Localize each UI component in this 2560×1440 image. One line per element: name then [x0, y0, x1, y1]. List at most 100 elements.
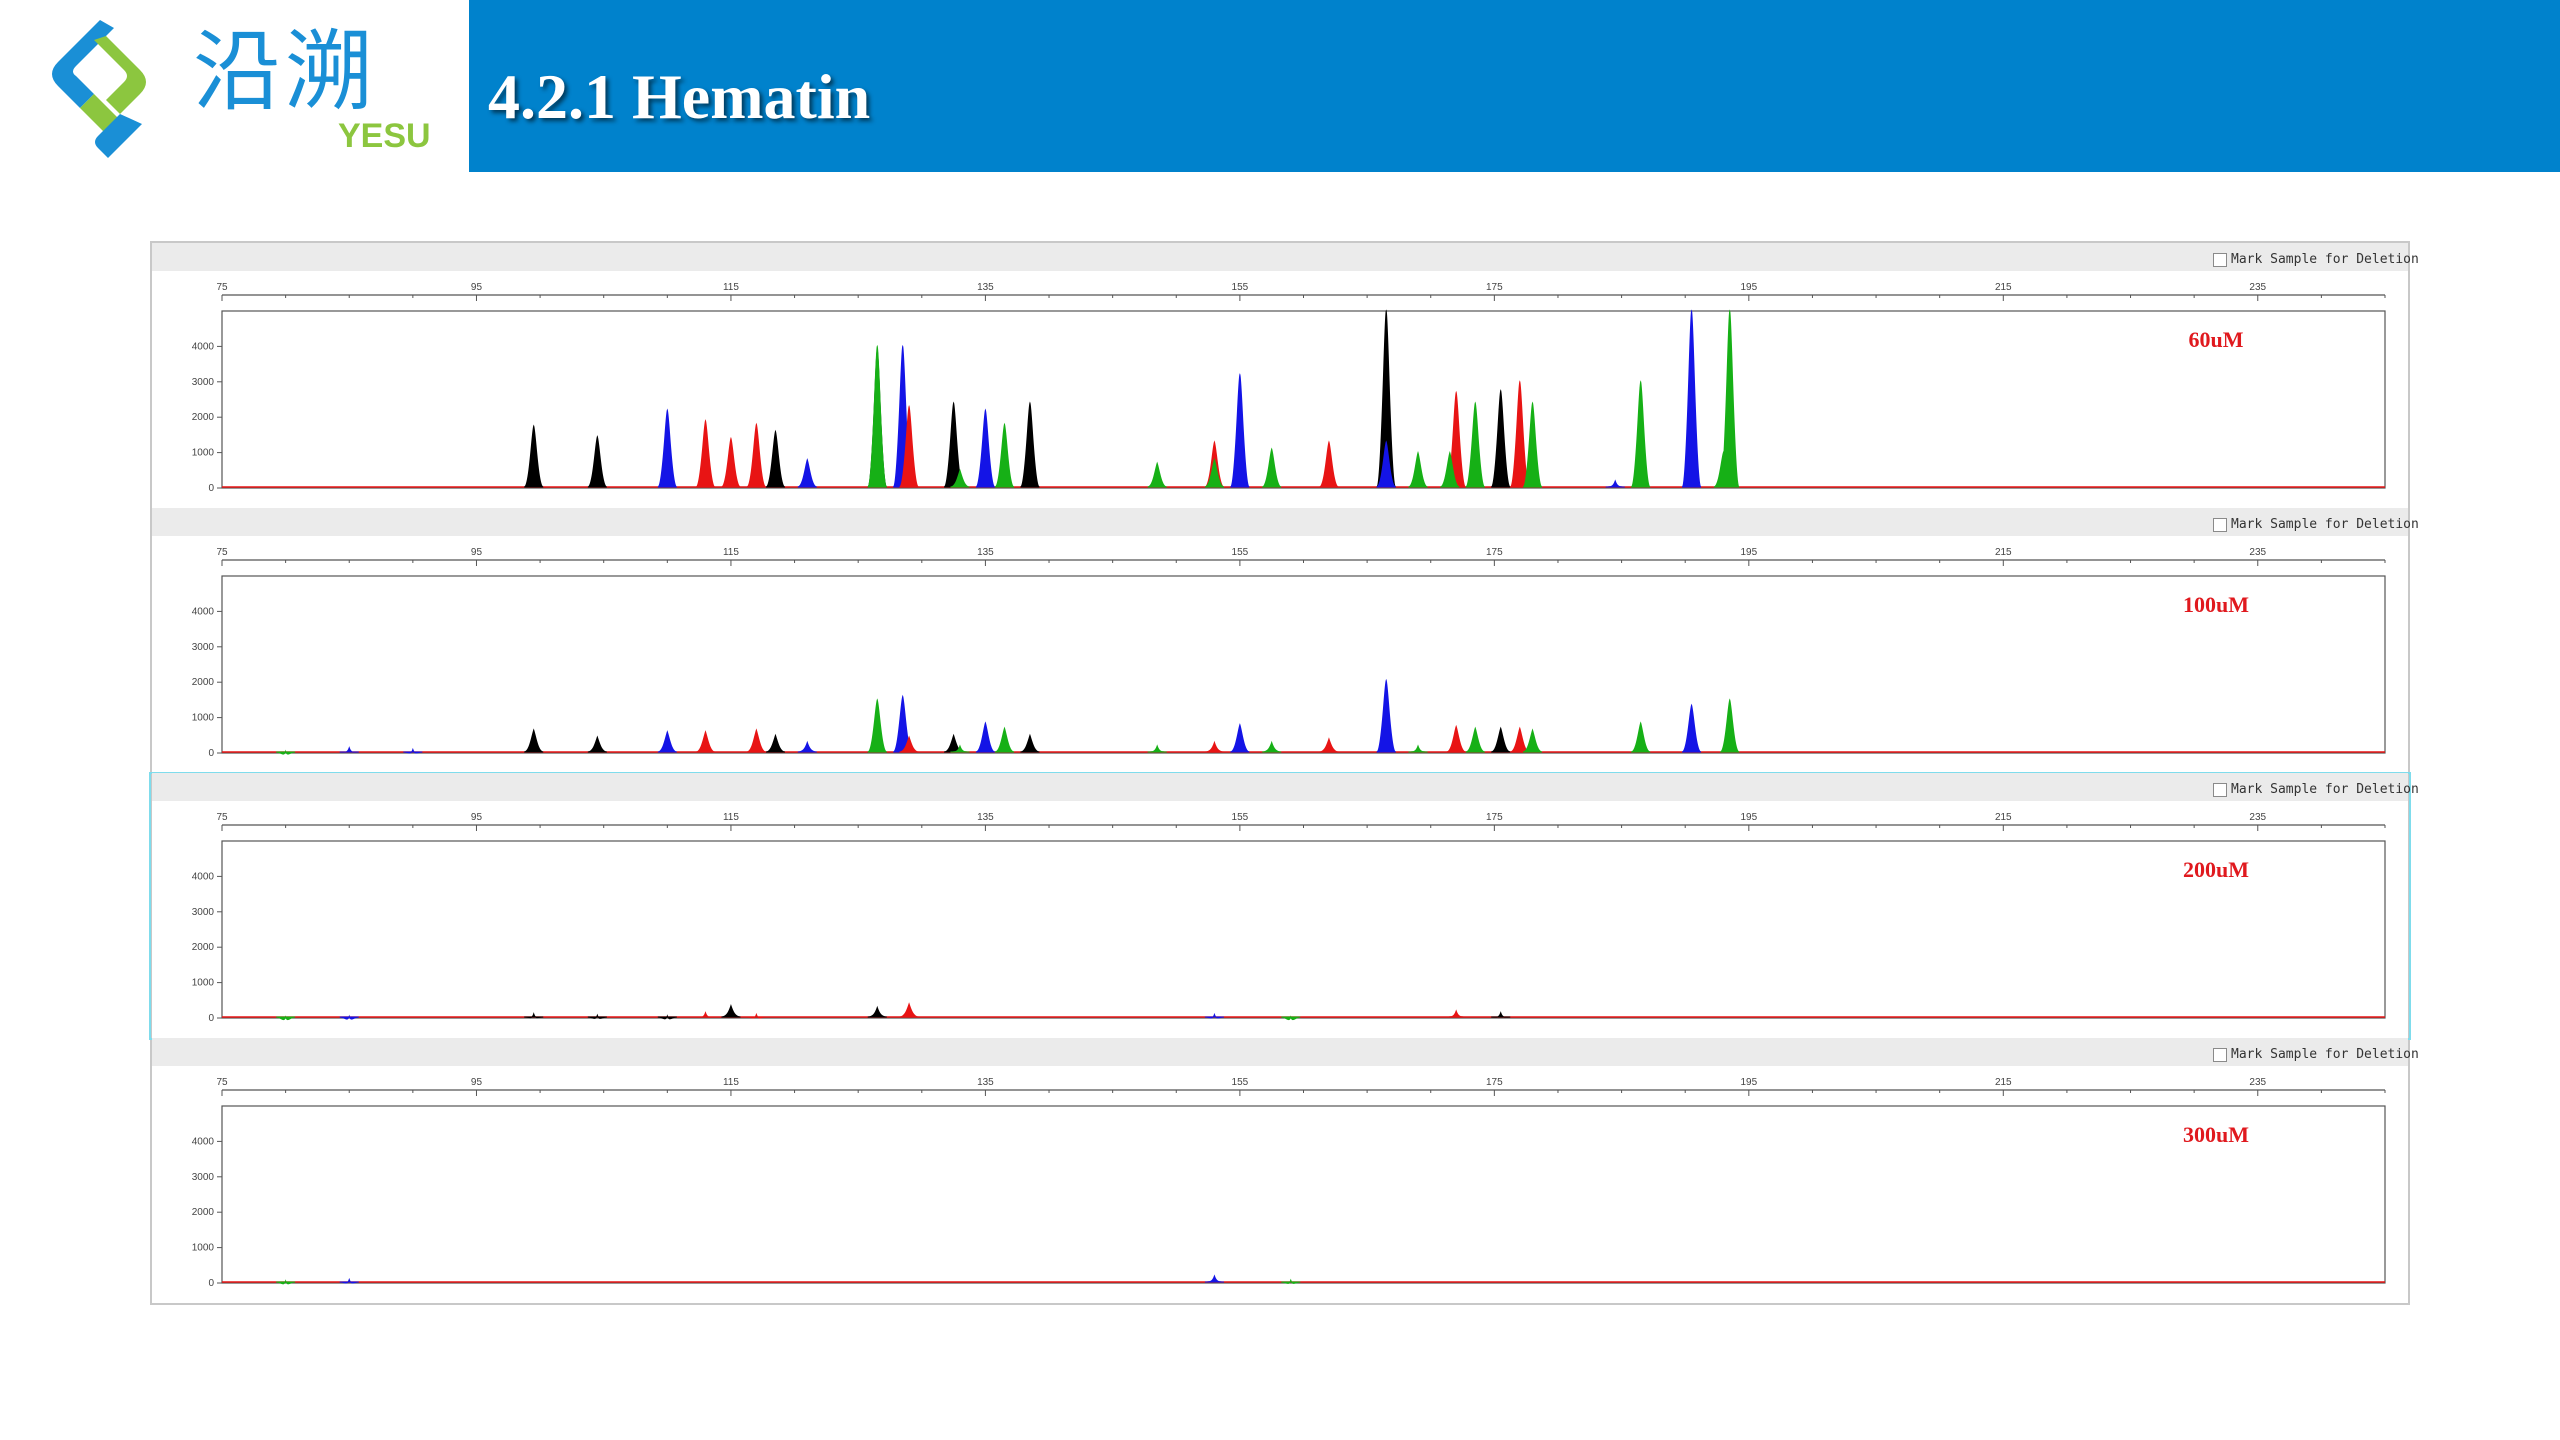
x-tick-label: 235 [2249, 282, 2266, 293]
x-tick-label: 75 [216, 282, 228, 293]
x-tick-label: 135 [977, 812, 994, 823]
peak [950, 468, 970, 488]
peak [1147, 744, 1167, 753]
y-tick-label: 2000 [192, 942, 215, 953]
peak [657, 730, 678, 753]
peak [276, 1015, 296, 1021]
concentration-label: 60uM [2189, 327, 2244, 352]
x-tick-label: 155 [1232, 1077, 1249, 1088]
x-tick-label: 195 [1740, 547, 1757, 558]
x-tick-label: 75 [216, 812, 228, 823]
peak [339, 1014, 359, 1020]
peak [1719, 309, 1740, 488]
chart-panel-60um: Mark Sample for Deletion 75 95 115 135 155 17… [150, 243, 2419, 509]
logo-chinese-text: 沿溯 [193, 20, 378, 123]
logo-english-text: YESU [338, 117, 431, 155]
peak [1630, 721, 1651, 753]
peak [1465, 726, 1485, 753]
peak [1262, 740, 1282, 753]
peak [587, 735, 607, 753]
chart-panel-100um: Mark Sample for Deletion 75 95 115 135 155 17… [150, 508, 2419, 774]
mark-sample-checkbox[interactable] [2213, 783, 2227, 797]
electropherogram-200um: 75 95 115 135 155 175 195 215 235 0 1000 2000 3000 40… [192, 812, 2386, 1024]
peak [1319, 737, 1339, 753]
y-tick-label: 2000 [192, 412, 215, 423]
peak [1446, 724, 1466, 753]
peak [1020, 733, 1040, 753]
peak [1605, 479, 1625, 488]
peak [657, 1014, 677, 1020]
concentration-label: 200uM [2183, 857, 2249, 882]
peak [1490, 389, 1511, 488]
x-tick-label: 75 [216, 1077, 228, 1088]
peak [403, 747, 423, 754]
green-series [276, 698, 1740, 755]
y-tick-label: 4000 [192, 341, 215, 352]
peak [1465, 401, 1486, 488]
x-tick-label: 175 [1486, 1077, 1503, 1088]
y-tick-label: 2000 [192, 1207, 215, 1218]
chart-panel-200um[interactable]: Mark Sample for Deletion 75 95 115 135 155 17… [149, 772, 2419, 1040]
peak [975, 721, 996, 753]
x-tick-label: 135 [977, 282, 994, 293]
peak [1408, 744, 1428, 753]
x-tick-label: 155 [1232, 812, 1249, 823]
y-tick-label: 3000 [192, 907, 215, 918]
mark-sample-checkbox[interactable] [2213, 1048, 2227, 1062]
peak [1408, 451, 1428, 488]
mark-sample-label: Mark Sample for Deletion [2231, 782, 2419, 797]
panel-header-strip [152, 1038, 2408, 1066]
peak [1681, 309, 1702, 488]
x-tick-label: 95 [471, 547, 483, 558]
electropherogram-100um: 75 95 115 135 155 175 195 215 235 0 1000 2000 3000 40… [192, 547, 2386, 759]
peak [1204, 1274, 1224, 1283]
x-tick-label: 135 [977, 547, 994, 558]
y-tick-label: 0 [208, 1013, 214, 1024]
x-tick-label: 155 [1232, 547, 1249, 558]
peak [721, 1004, 741, 1018]
electropherogram-60um: 75 95 115 135 155 175 195 215 235 0 1000 2000 3000 40… [192, 282, 2386, 494]
peak [523, 424, 544, 488]
peak [899, 404, 920, 488]
peak [797, 740, 817, 753]
peak [657, 408, 678, 488]
x-tick-label: 215 [1995, 812, 2012, 823]
blue-series [339, 1012, 1225, 1020]
peak [524, 1012, 544, 1019]
peak [1522, 728, 1543, 753]
plot-area [221, 575, 2386, 754]
peak [1630, 380, 1651, 488]
x-tick-label: 155 [1232, 282, 1249, 293]
green-series [867, 309, 1740, 488]
mark-sample-checkbox[interactable] [2213, 253, 2227, 267]
x-tick-label: 135 [977, 1077, 994, 1088]
x-tick-label: 215 [1995, 1077, 2012, 1088]
x-tick-label: 95 [471, 1077, 483, 1088]
peak [1719, 698, 1740, 753]
peak [1281, 1015, 1301, 1021]
peak [695, 419, 716, 488]
y-tick-label: 2000 [192, 677, 215, 688]
x-tick-label: 115 [723, 547, 739, 558]
peak [1019, 401, 1040, 488]
peak [797, 458, 818, 488]
x-tick-label: 115 [723, 1077, 739, 1088]
mark-sample-label: Mark Sample for Deletion [2231, 252, 2419, 267]
y-tick-label: 4000 [192, 1136, 215, 1147]
y-tick-label: 0 [208, 483, 214, 494]
peak [867, 344, 888, 488]
peak [994, 726, 1015, 753]
y-tick-label: 3000 [192, 377, 215, 388]
x-tick-label: 175 [1486, 812, 1503, 823]
x-tick-label: 195 [1740, 1077, 1757, 1088]
peak [1204, 740, 1225, 753]
peak [1204, 1012, 1225, 1019]
mark-sample-checkbox[interactable] [2213, 518, 2227, 532]
x-tick-label: 115 [723, 282, 739, 293]
mark-sample-label: Mark Sample for Deletion [2231, 1047, 2419, 1062]
red-series [695, 724, 1530, 753]
y-tick-label: 4000 [192, 871, 215, 882]
peak [950, 744, 970, 753]
logo-mark-icon [52, 20, 146, 158]
plot-area [221, 310, 2386, 489]
